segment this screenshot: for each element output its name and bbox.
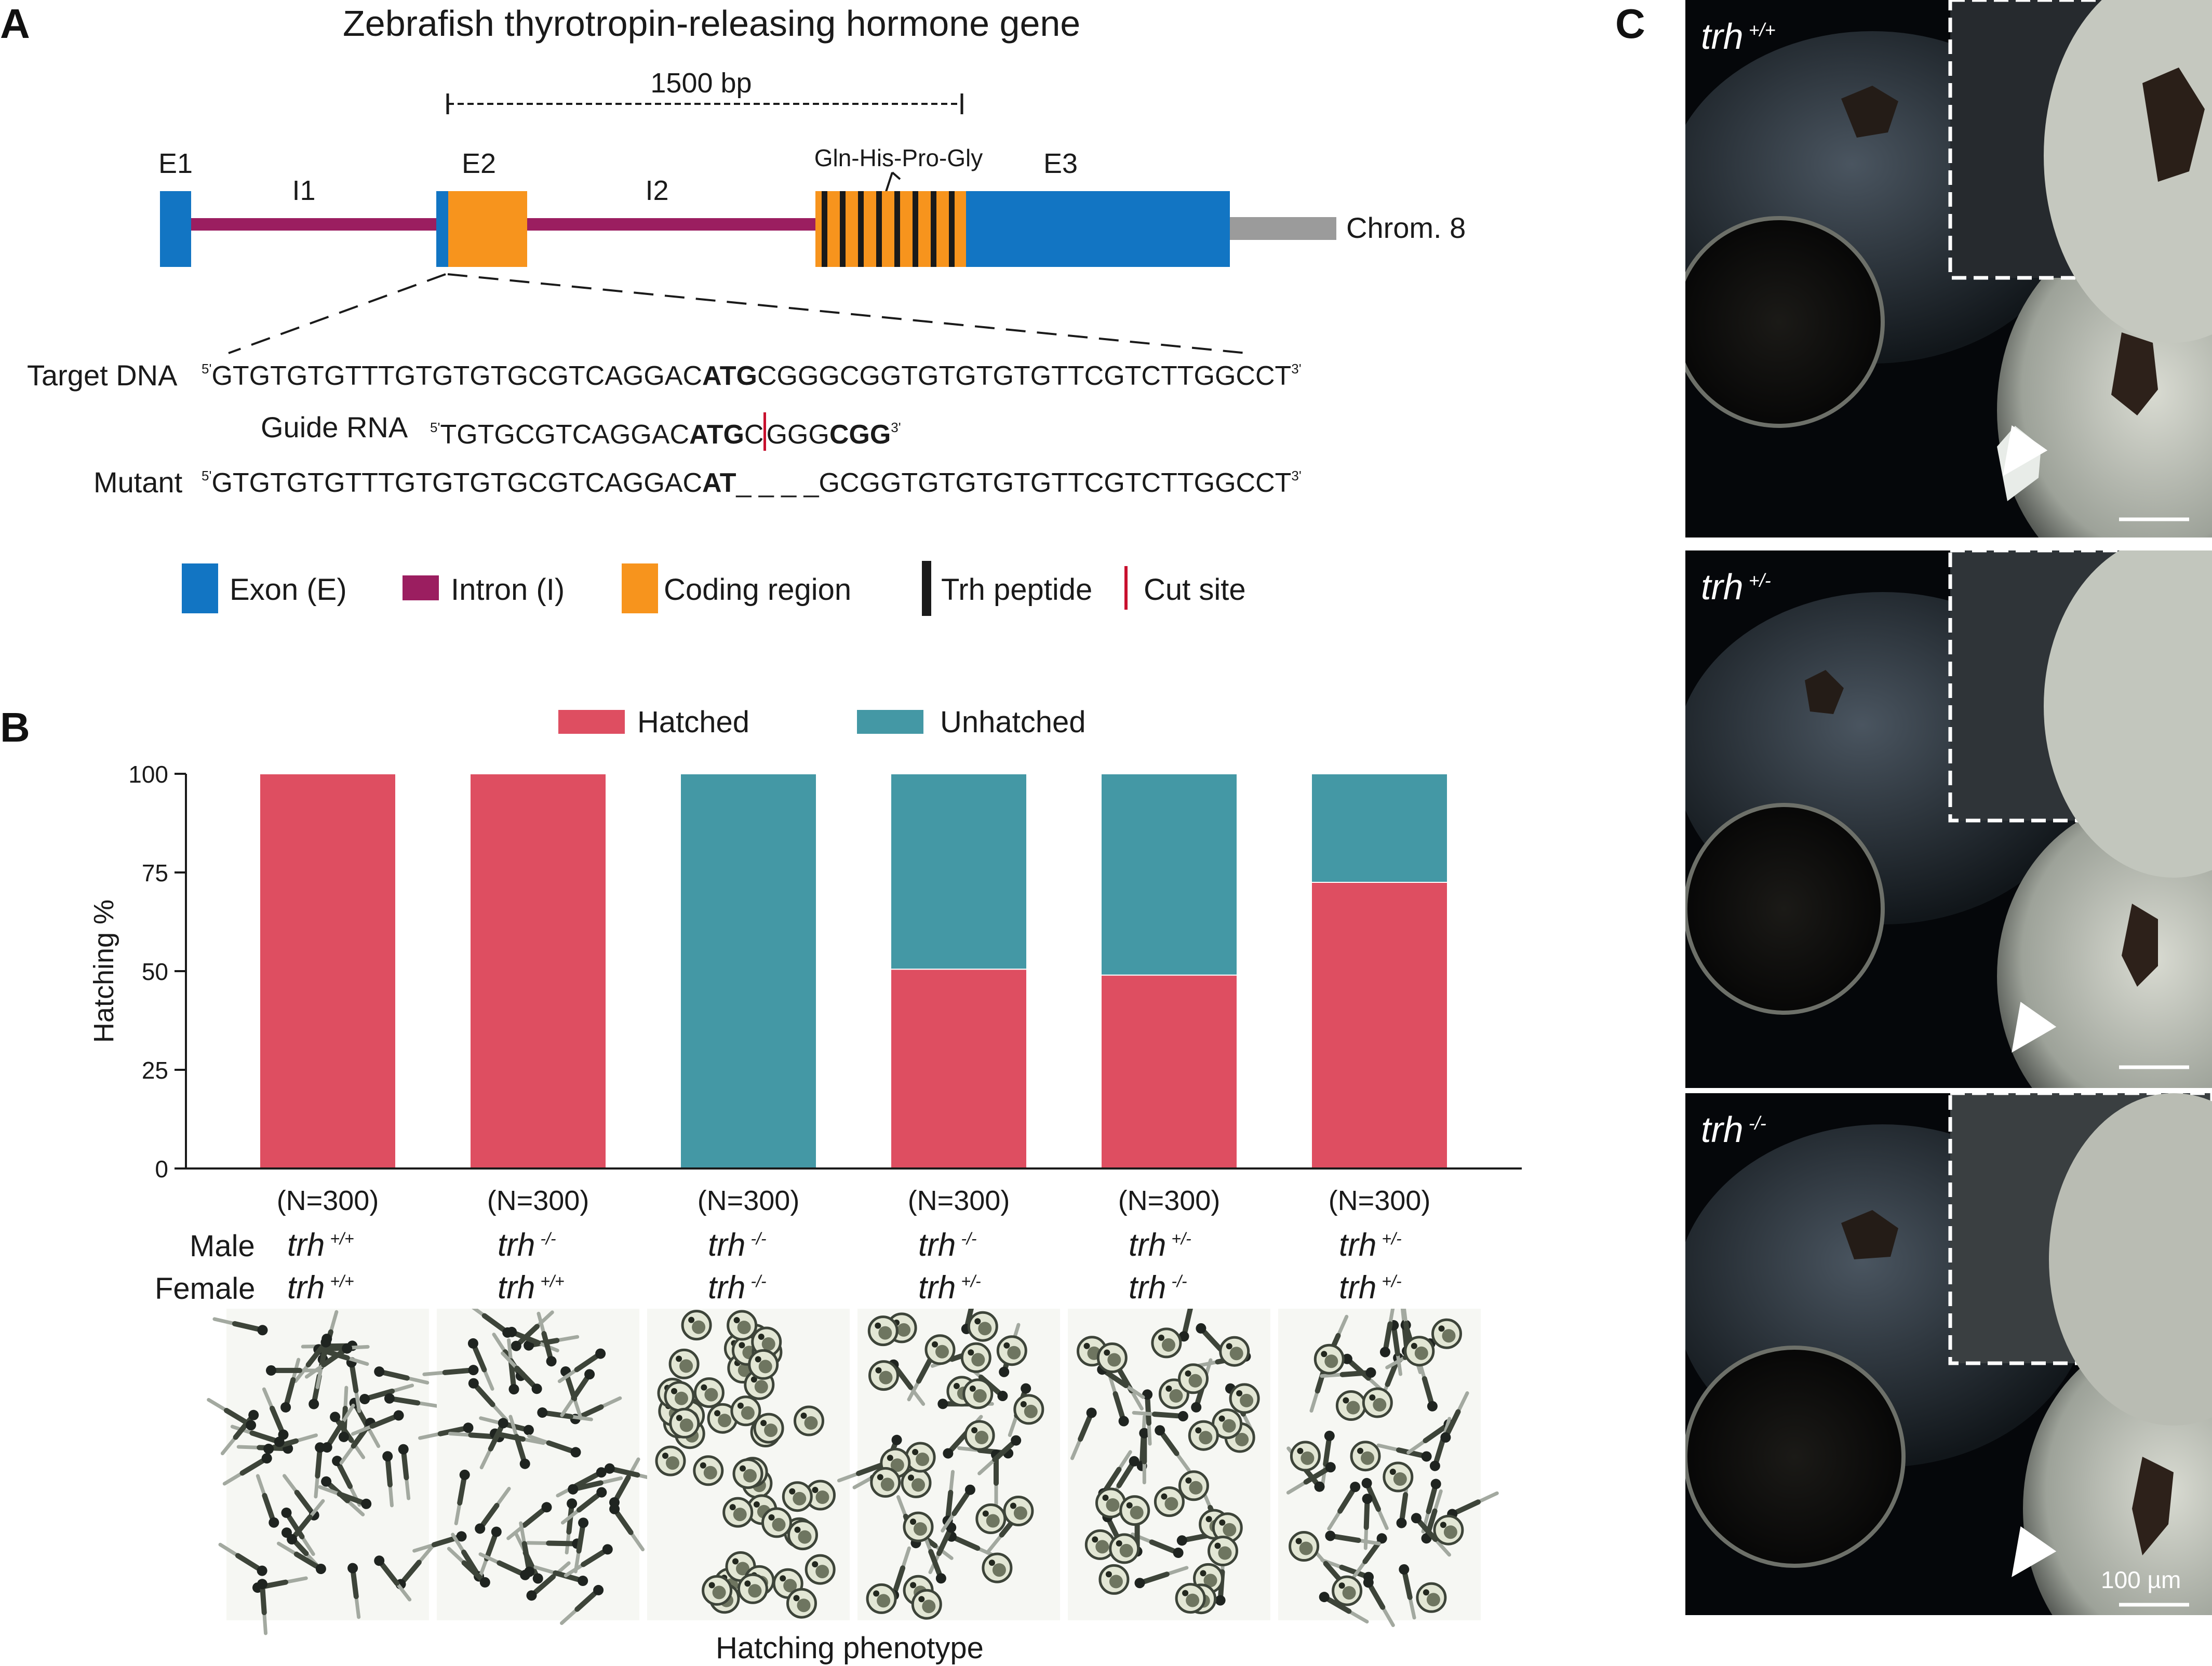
genotype-female-4: trh +/- [918,1270,981,1306]
hatching-phenotype-label: Hatching phenotype [716,1631,984,1665]
y-axis-label: Hatching % [88,899,119,1043]
micro-label-ko: trh -/- [1701,1109,1766,1150]
clutch-photo-1 [206,1309,439,1634]
mutant-label: Mutant [93,466,183,499]
y-tick-label: 25 [142,1057,168,1084]
bar-unhatched-5 [1101,773,1238,976]
label-e2: E2 [462,148,496,179]
legend-b: Hatched Unhatched [558,704,1130,740]
exon-e2-noncoding [436,191,448,267]
y-tick-label: 100 [128,761,168,788]
legend-swatch-peptide [922,561,931,616]
legend-label-cut: Cut site [1144,573,1246,607]
legend-label-intron: Intron (I) [451,573,565,607]
clutch-photo-2 [413,1309,659,1627]
bp-scale-label: 1500 bp [650,68,752,99]
genotype-male-4: trh -/- [918,1227,977,1263]
label-peptide-repeat: Gln-His-Pro-Gly [814,144,983,171]
label-i2: I2 [645,175,668,206]
legend-label-hatched: Hatched [637,705,750,739]
panel-label-a: A [0,1,30,47]
label-e1: E1 [158,148,193,179]
y-tick-label: 0 [155,1156,168,1183]
gene-title: Zebrafish thyrotropin-releasing hormone … [343,3,1081,44]
genotype-female-1: trh +/+ [287,1270,354,1306]
male-row-label: Male [190,1229,255,1263]
bar-hatched-2 [470,773,607,1169]
genotype-male-6: trh +/- [1339,1227,1402,1263]
genotype-male-3: trh -/- [708,1227,767,1263]
clutch-photo-3 [647,1309,850,1620]
y-tick-label: 50 [142,958,168,985]
gene-diagram: 1500 bp E1 I1 E2 I2 E3 Gln-His-Pro-Gly C… [158,68,1466,354]
category-label: (N=300) [698,1185,800,1216]
intron-i1 [191,218,440,231]
intron-i2 [527,218,818,231]
micro-image-het: trh +/- [1685,550,2212,1088]
target-dna-label: Target DNA [27,359,178,392]
legend-label-exon: Exon (E) [230,573,347,607]
panel-label-c: C [1615,1,1645,47]
exon-e3-coding [815,191,966,267]
legend-label-peptide: Trh peptide [941,573,1093,607]
clutch-photo-6 [1278,1309,1499,1628]
exon-e1 [160,191,191,267]
bar-hatched-6 [1311,882,1448,1169]
micro-image-ko: trh -/- 100 µm [1685,1093,2212,1615]
genotype-female-5: trh -/- [1129,1270,1187,1306]
guide-rna-label: Guide RNA [261,411,408,444]
female-row-label: Female [155,1272,256,1306]
category-label: (N=300) [908,1185,1010,1216]
label-e3: E3 [1043,148,1078,179]
category-label: (N=300) [277,1185,379,1216]
legend-label-unhatched: Unhatched [940,705,1086,739]
bar-unhatched-6 [1311,773,1448,883]
hatching-bar-chart: Hatching % 0 25 50 75 100 (N=300) (N=300) (N=3… [88,761,1522,1216]
bar-hatched-1 [259,773,396,1169]
genotype-female-6: trh +/- [1339,1270,1402,1306]
scale-bar-label: 100 µm [2101,1566,2181,1593]
micro-label-wt: trh +/+ [1701,16,1776,57]
trh-peptide-stripes [822,191,955,267]
guide-rna-sequence: 5'TGTGCGTCAGGACATGCGGGCGG3' [430,412,901,451]
clutch-photo-row [0,1309,1636,1662]
genotype-female-2: trh +/+ [498,1270,565,1306]
mutant-sequence: 5'GTGTGTGTTTGTGTGTGCGTCAGGACAT_ _ _ _GCG… [202,468,1302,498]
genotype-male-2: trh -/- [498,1227,556,1263]
target-dna-sequence: 5'GTGTGTGTTTGTGTGTGCGTCAGGACATGCGGGCGGTG… [202,361,1302,391]
genotype-male-1: trh +/+ [287,1227,354,1263]
legend-a: Exon (E) Intron (I) Coding region Trh pe… [182,561,1324,618]
label-chrom: Chrom. 8 [1346,211,1466,244]
clutch-photo-4 [837,1309,1060,1620]
clutch-photo-5 [1067,1309,1270,1620]
bar-hatched-4 [890,969,1027,1169]
legend-swatch-unhatched [857,710,923,734]
genotype-female-3: trh -/- [708,1270,767,1306]
exon-e2-coding [448,191,527,267]
genotype-male-5: trh +/- [1129,1227,1191,1263]
category-label: (N=300) [1118,1185,1221,1216]
legend-swatch-intron [403,575,439,600]
cut-site-marker [763,412,767,451]
micro-image-wt: trh +/+ [1685,0,2212,538]
exon-e3-noncoding [966,191,1230,267]
micro-label-het: trh +/- [1701,567,1771,607]
legend-swatch-hatched [558,710,625,734]
panel-label-b: B [0,704,30,750]
bar-unhatched-3 [680,773,817,1169]
legend-swatch-exon [182,563,218,613]
legend-label-coding: Coding region [664,573,852,607]
chromosome-flank [1230,217,1336,240]
category-label: (N=300) [1329,1185,1431,1216]
legend-swatch-coding [622,563,658,613]
legend-swatch-cut [1124,566,1128,610]
bar-hatched-5 [1101,974,1238,1169]
label-i1: I1 [292,175,315,206]
category-label: (N=300) [487,1185,589,1216]
bp-scale-bar [446,93,963,114]
y-tick-label: 75 [142,859,168,886]
bar-unhatched-4 [890,773,1027,970]
